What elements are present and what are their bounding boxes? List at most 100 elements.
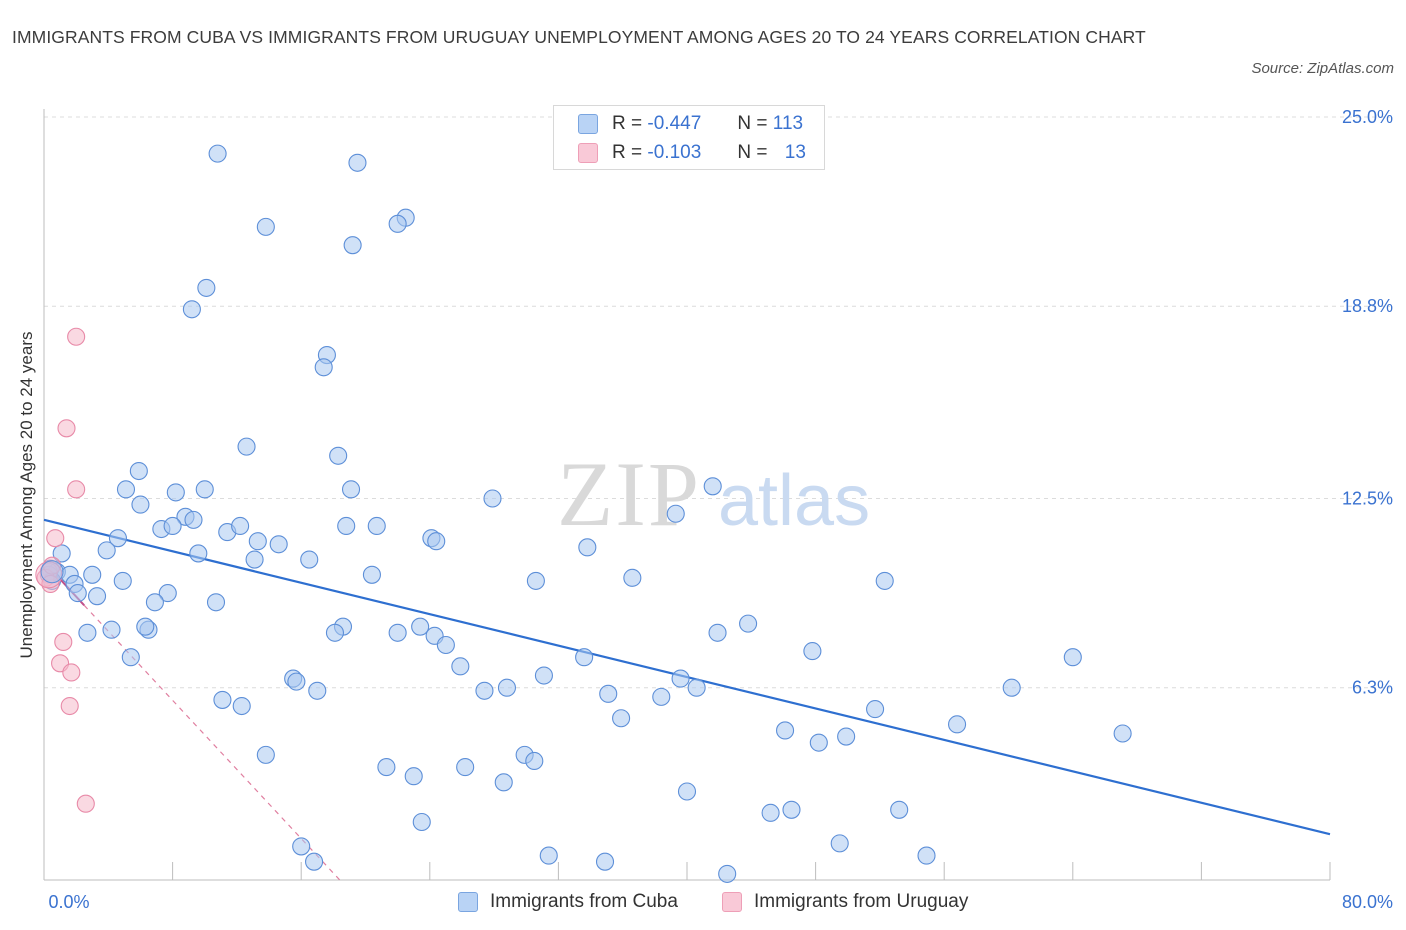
- cuba-point: [256, 745, 275, 764]
- cuba-point: [436, 635, 455, 655]
- cuba-point: [245, 550, 264, 569]
- r-value: -0.103: [647, 142, 702, 163]
- cuba-point: [703, 477, 722, 496]
- cuba-point: [182, 300, 201, 319]
- uruguay-point: [67, 480, 86, 499]
- cuba-point: [411, 617, 430, 636]
- cuba-point: [539, 846, 558, 865]
- cuba-point: [1063, 648, 1082, 667]
- cuba-point: [341, 480, 361, 499]
- cuba-cluster-point: [40, 560, 64, 584]
- uruguay-point: [57, 419, 76, 438]
- cuba-point: [718, 864, 737, 883]
- cuba-point: [329, 446, 348, 465]
- cuba-point: [427, 532, 446, 551]
- cuba-point: [612, 709, 631, 728]
- cuba-point: [292, 837, 311, 856]
- n-value: 13: [784, 142, 806, 163]
- gridlines: [44, 116, 1390, 689]
- legend-row-uruguay: R = -0.103 N = 13: [578, 140, 806, 166]
- uruguay-point: [46, 529, 65, 548]
- cuba-point: [108, 529, 127, 548]
- cuba-point: [308, 681, 327, 700]
- legend-label-cuba: Immigrants from Cuba: [490, 891, 678, 912]
- y-tick-label: 18.8%: [1342, 296, 1393, 316]
- cuba-point: [231, 516, 250, 536]
- bottom-legend-uruguay: Immigrants from Uruguay: [722, 889, 968, 915]
- cuba-point: [404, 767, 423, 786]
- cuba-point: [739, 614, 758, 633]
- y-tick-label: 6.3%: [1352, 678, 1393, 698]
- cuba-point: [578, 538, 597, 557]
- cuba-point: [948, 715, 967, 734]
- cuba-point: [708, 623, 727, 642]
- cuba-point: [575, 648, 594, 667]
- cuba-point: [197, 278, 216, 297]
- cuba-point: [129, 461, 148, 481]
- cuba-point: [875, 571, 894, 590]
- cuba-point: [671, 669, 690, 688]
- cuba-point: [599, 684, 618, 703]
- cuba-point: [837, 727, 856, 746]
- cuba-point: [102, 620, 121, 639]
- cuba-point: [776, 721, 795, 740]
- cuba-point: [131, 495, 150, 514]
- cuba-point: [890, 800, 909, 819]
- x-tick-label: 0.0%: [48, 892, 89, 912]
- x-tick-label: 80.0%: [1342, 892, 1393, 912]
- n-label: N =: [737, 113, 768, 134]
- cuba-point: [213, 690, 232, 709]
- axes: [43, 109, 1331, 881]
- uruguay-swatch: [722, 892, 742, 912]
- correlation-legend: R = -0.447 N = 113 R = -0.103 N = 13: [553, 105, 825, 170]
- cuba-point: [666, 504, 685, 523]
- watermark: ZIP atlas: [557, 443, 870, 545]
- r-label: R =: [612, 113, 643, 134]
- cuba-point: [809, 733, 828, 752]
- cuba-point: [145, 593, 164, 612]
- r-value: -0.447: [647, 113, 702, 134]
- cuba-point: [325, 623, 345, 642]
- cuba-point: [237, 437, 256, 456]
- uruguay-point: [54, 632, 73, 651]
- cuba-point: [300, 550, 319, 569]
- cuba-point: [208, 144, 227, 163]
- cuba-point: [483, 489, 502, 508]
- uruguay-point: [62, 663, 81, 682]
- cuba-point: [348, 153, 367, 172]
- cuba-point: [456, 758, 475, 777]
- watermark-zip: ZIP: [557, 443, 701, 545]
- cuba-point: [78, 623, 97, 642]
- cuba-point: [232, 696, 251, 716]
- uruguay-point: [60, 696, 79, 716]
- cuba-point: [525, 751, 544, 771]
- cuba-point: [116, 480, 136, 499]
- uruguay-point: [76, 794, 95, 813]
- r-label: R =: [612, 142, 643, 163]
- n-value: 113: [772, 113, 804, 134]
- cuba-point: [256, 217, 275, 236]
- legend-row-cuba: R = -0.447 N = 113: [578, 111, 803, 137]
- cuba-point: [782, 800, 801, 819]
- cuba-point: [337, 516, 356, 536]
- cuba-point: [623, 568, 642, 587]
- cuba-point: [68, 584, 87, 603]
- cuba-point: [166, 483, 185, 502]
- cuba-point: [497, 678, 517, 697]
- y-axis-label: Unemployment Among Ages 20 to 24 years: [17, 331, 36, 659]
- cuba-point: [917, 846, 936, 865]
- legend-label-uruguay: Immigrants from Uruguay: [754, 891, 969, 912]
- cuba-point: [534, 666, 553, 685]
- n-label: N =: [737, 142, 768, 163]
- cuba-point: [367, 516, 386, 536]
- cuba-point: [526, 571, 545, 590]
- cuba-point: [113, 571, 132, 590]
- cuba-point: [305, 852, 324, 871]
- cuba-point: [830, 834, 849, 853]
- cuba-point: [595, 852, 615, 871]
- chart-title: IMMIGRANTS FROM CUBA VS IMMIGRANTS FROM …: [12, 27, 1146, 47]
- cuba-point: [761, 803, 780, 822]
- y-tick-label: 12.5%: [1342, 489, 1393, 509]
- cuba-point: [803, 642, 822, 661]
